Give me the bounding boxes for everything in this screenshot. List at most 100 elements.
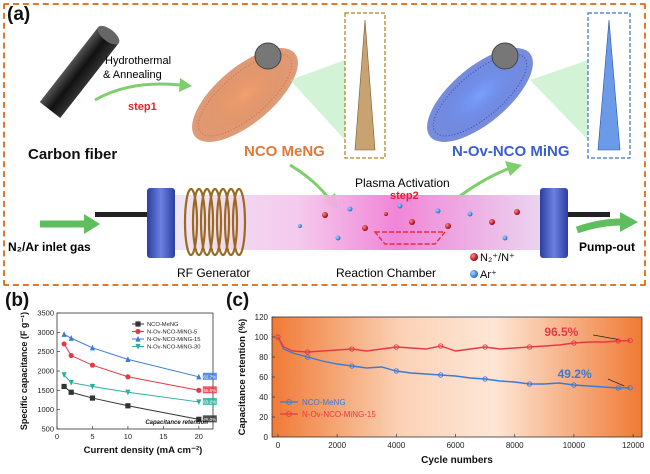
retention-badge [202, 397, 217, 405]
y-tick-label: 100 [255, 333, 269, 342]
data-point-NCO-MeNG [615, 385, 621, 391]
retention-badge [202, 386, 217, 394]
legend-marker [135, 335, 141, 342]
x-tick-label: 20 [195, 432, 203, 441]
data-point-N-Ov-NCO-MiNG-15 [275, 334, 281, 340]
end-value-pointer [607, 378, 625, 387]
y-axis-label: Capacitance retention (%) [237, 319, 248, 436]
panel-b-chart: 0 5 10 15 20 500 1000 1500 2000 2500 3000 3500 Curre… [19, 309, 217, 456]
data-point-N-Ov-NCO-MiNG-15 [196, 373, 202, 380]
plasma-to-ming-arrow-head [505, 161, 522, 176]
data-point-NCO-MeNG [627, 385, 633, 391]
data-point-NCO-MeNG [61, 383, 67, 390]
data-point-NCO-MeNG [571, 382, 577, 388]
data-point-NCO-MeNG [349, 363, 355, 369]
legend-entry: N-Ov-NCO-MiNG-15 [147, 337, 200, 343]
data-point-N-Ov-NCO-MiNG-15 [68, 335, 74, 341]
data-point-N-Ov-NCO-MiNG-5 [68, 352, 74, 359]
carbon-fiber-label: Carbon fiber [28, 146, 118, 163]
legend-n-label: N₂⁺/N⁺ [480, 252, 515, 264]
y-axis-label: Specific capacitance (F g⁻¹) [19, 312, 29, 430]
x-tick-label: 5 [90, 432, 94, 441]
retention-badge [202, 372, 217, 380]
inlet-gas-label: N₂/Ar inlet gas [8, 240, 91, 254]
x-axis-label: Current density (mA cm⁻²) [84, 445, 203, 456]
retention-label: 45.0% [203, 417, 216, 422]
data-point-NCO-MeNG [125, 403, 131, 409]
data-point-N-Ov-NCO-MiNG-15 [349, 346, 355, 352]
x-tick-label: 4000 [387, 441, 405, 450]
data-point-NCO-MeNG [89, 395, 96, 401]
data-point-N-Ov-NCO-MiNG-15 [615, 338, 621, 344]
y-tick-label: 40 [259, 393, 268, 402]
panel-c-plot-background [272, 317, 642, 437]
rf-coil [183, 187, 247, 257]
legend-n-ion [470, 253, 478, 261]
end-value-label-blue: 49.2% [558, 367, 592, 381]
data-point-N-Ov-NCO-MiNG-5 [125, 374, 131, 380]
retention-badge [202, 415, 217, 423]
sample-holder [373, 231, 447, 245]
x-tick-label: 10 [124, 432, 132, 441]
end-value-pointer [593, 334, 619, 340]
plasma-ions [298, 203, 520, 241]
legend-ar-ion [470, 270, 478, 278]
legend-entry: N-Ov-NCO-MiNG-15 [302, 410, 376, 419]
carbon-fiber-image [39, 25, 120, 119]
data-point-N-Ov-NCO-MiNG-15 [393, 344, 399, 350]
n-ov-nco-ming-label: N-Ov-NCO MiNG [452, 143, 570, 160]
y-tick-label: 3000 [37, 328, 54, 337]
legend-marker [135, 328, 141, 335]
data-point-NCO-MeNG [438, 372, 444, 378]
step1-label: step1 [128, 101, 157, 113]
x-tick-label: 12000 [622, 441, 645, 450]
reaction-chamber-label: Reaction Chamber [336, 266, 437, 280]
x-tick-label: 15 [159, 432, 167, 441]
data-point-N-Ov-NCO-MiNG-15 [61, 331, 67, 337]
data-point-N-Ov-NCO-MiNG-15 [627, 337, 633, 344]
data-point-N-Ov-NCO-MiNG-15 [125, 356, 131, 362]
legend-marker [286, 411, 292, 417]
legend-ar-label: Ar⁺ [480, 269, 497, 281]
data-point-N-Ov-NCO-MiNG-15 [571, 340, 577, 346]
outlet-arrow [575, 218, 623, 234]
y-tick-label: 0 [264, 433, 269, 442]
data-point-N-Ov-NCO-MiNG-5 [196, 387, 202, 393]
data-point-NCO-MeNG [393, 368, 399, 374]
y-tick-label: 20 [259, 413, 268, 422]
y-tick-label: 1500 [37, 386, 54, 395]
data-point-NCO-MeNG [68, 389, 74, 395]
nco-meng-label: NCO MeNG [244, 143, 325, 160]
left-flange [147, 188, 175, 258]
panel-b-plot-area [56, 312, 214, 430]
step1-description-line1: Hydrothermal [105, 55, 172, 67]
data-point-N-Ov-NCO-MiNG-5 [89, 362, 96, 368]
panel-a-letter: (a) [7, 4, 31, 25]
y-tick-label: 120 [255, 313, 269, 322]
x-axis-label: Cycle numbers [421, 455, 493, 466]
data-point-N-Ov-NCO-MiNG-15 [89, 344, 96, 351]
step1-description-line2: & Annealing [103, 69, 162, 81]
nco-meng-fiber-end [254, 42, 282, 70]
step1-arrow-head [179, 78, 192, 92]
data-point-N-Ov-NCO-MiNG-30 [61, 372, 67, 378]
data-point-N-Ov-NCO-MiNG-30 [125, 389, 131, 396]
legend-entry: N-Ov-NCO-MiNG-30 [147, 345, 200, 351]
nco-meng-fiber-image [192, 48, 298, 142]
retention-label: 63.2% [203, 399, 216, 404]
ming-zoom-beam [530, 60, 588, 140]
nco-nanoneedle [354, 19, 376, 151]
y-tick-label: 80 [259, 353, 268, 362]
x-tick-label: 6000 [447, 441, 465, 450]
data-point-N-Ov-NCO-MiNG-15 [482, 344, 488, 350]
plasma-activation-label: Plasma Activation [355, 176, 450, 190]
legend-marker [135, 343, 141, 350]
ming-fiber-image [427, 48, 533, 142]
data-point-N-Ov-NCO-MiNG-15 [304, 349, 311, 355]
data-point-N-Ov-NCO-MiNG-30 [196, 399, 202, 406]
legend-marker [135, 321, 141, 327]
legend-entry: NCO-MeNG [147, 322, 179, 328]
gas-line-right [565, 212, 610, 217]
y-tick-label: 60 [259, 373, 268, 382]
